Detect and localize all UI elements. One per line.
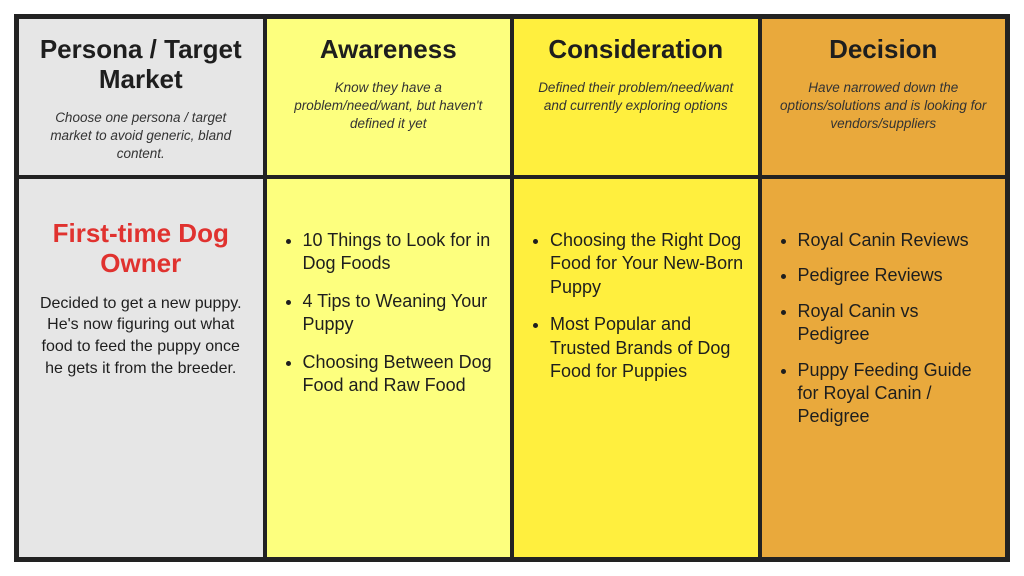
list-item: 4 Tips to Weaning Your Puppy — [303, 290, 497, 337]
content-matrix: Persona / Target Market Choose one perso… — [14, 14, 1010, 562]
decision-cell: Royal Canin Reviews Pedigree Reviews Royal… — [760, 177, 1008, 559]
header-subtitle: Have narrowed down the options/solutions… — [776, 79, 992, 134]
list-item: Royal Canin vs Pedigree — [798, 300, 992, 347]
persona-name: First-time Dog Owner — [33, 219, 249, 279]
list-item: Puppy Feeding Guide for Royal Canin / Pe… — [798, 359, 992, 429]
list-item: Pedigree Reviews — [798, 264, 992, 287]
header-subtitle: Defined their problem/need/want and curr… — [528, 79, 744, 115]
header-title: Decision — [776, 35, 992, 65]
header-decision: Decision Have narrowed down the options/… — [760, 17, 1008, 177]
header-persona: Persona / Target Market Choose one perso… — [17, 17, 265, 177]
consideration-cell: Choosing the Right Dog Food for Your New… — [512, 177, 760, 559]
persona-cell: First-time Dog Owner Decided to get a ne… — [17, 177, 265, 559]
list-item: Most Popular and Trusted Brands of Dog F… — [550, 313, 744, 383]
awareness-list: 10 Things to Look for in Dog Foods 4 Tips… — [281, 229, 497, 397]
list-item: 10 Things to Look for in Dog Foods — [303, 229, 497, 276]
list-item: Royal Canin Reviews — [798, 229, 992, 252]
header-awareness: Awareness Know they have a problem/need/… — [265, 17, 513, 177]
consideration-list: Choosing the Right Dog Food for Your New… — [528, 229, 744, 383]
list-item: Choosing the Right Dog Food for Your New… — [550, 229, 744, 299]
persona-description: Decided to get a new puppy. He's now fig… — [33, 293, 249, 379]
header-subtitle: Know they have a problem/need/want, but … — [281, 79, 497, 134]
header-subtitle: Choose one persona / target market to av… — [33, 109, 249, 164]
list-item: Choosing Between Dog Food and Raw Food — [303, 351, 497, 398]
awareness-cell: 10 Things to Look for in Dog Foods 4 Tips… — [265, 177, 513, 559]
decision-list: Royal Canin Reviews Pedigree Reviews Royal… — [776, 229, 992, 429]
header-title: Persona / Target Market — [33, 35, 249, 95]
header-consideration: Consideration Defined their problem/need… — [512, 17, 760, 177]
header-title: Consideration — [528, 35, 744, 65]
header-title: Awareness — [281, 35, 497, 65]
